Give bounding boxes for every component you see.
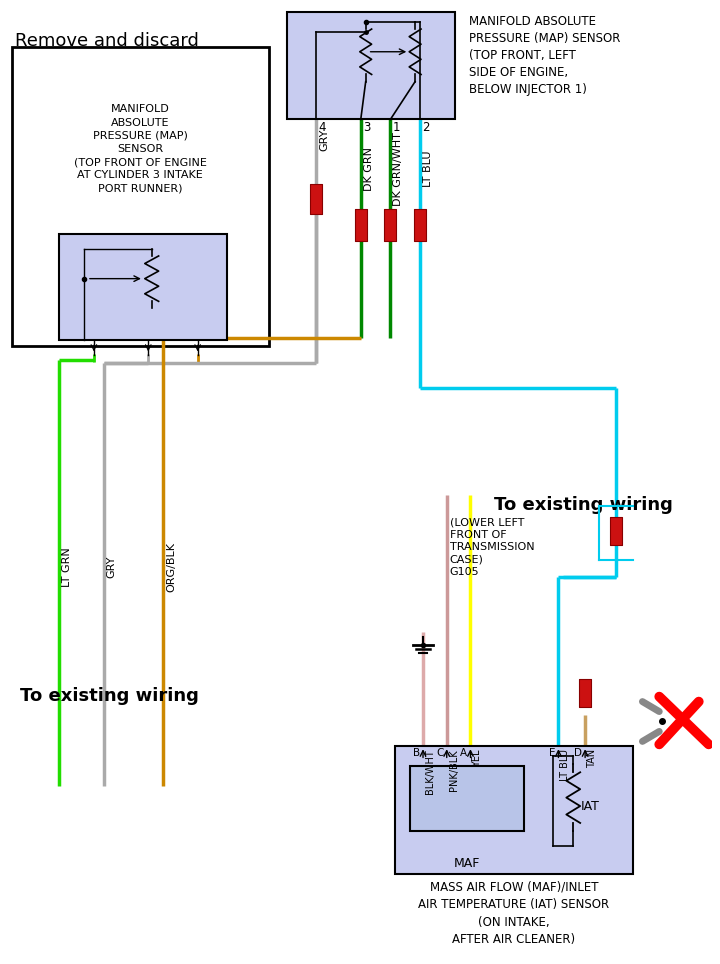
Bar [310,184,323,214]
Text: 4: 4 [318,121,325,134]
Bar [410,766,524,831]
Text: (LOWER LEFT
FRONT OF
TRANSMISSION
CASE)
G105: (LOWER LEFT FRONT OF TRANSMISSION CASE) … [450,518,534,577]
Bar [59,234,228,340]
Text: E: E [549,748,555,759]
Text: MAF: MAF [454,857,480,870]
Text: B: B [413,748,420,759]
Text: PNK/BLK: PNK/BLK [449,749,459,791]
Text: DK GRN: DK GRN [364,147,374,191]
Text: GRY: GRY [319,128,329,150]
Bar [579,679,591,707]
Text: C: C [436,748,444,759]
Text: 3: 3 [363,121,370,134]
Bar [355,209,366,241]
Text: LT BLU: LT BLU [423,151,433,187]
Text: IAT: IAT [581,799,600,813]
Text: GRY: GRY [107,556,117,578]
Text: BLK/WHT: BLK/WHT [425,749,435,794]
Bar [395,746,633,873]
Bar [414,209,426,241]
Text: To existing wiring: To existing wiring [19,686,199,705]
Text: TAN: TAN [587,749,597,768]
Bar [384,209,396,241]
Bar [287,12,454,120]
Text: MASS AIR FLOW (MAF)/INLET
AIR TEMPERATURE (IAT) SENSOR
(ON INTAKE,
AFTER AIR CLE: MASS AIR FLOW (MAF)/INLET AIR TEMPERATUR… [418,881,610,947]
Text: 2: 2 [422,121,430,134]
Text: YEL: YEL [472,749,482,766]
Text: MANIFOLD ABSOLUTE
PRESSURE (MAP) SENSOR
(TOP FRONT, LEFT
SIDE OF ENGINE,
BELOW I: MANIFOLD ABSOLUTE PRESSURE (MAP) SENSOR … [469,14,621,96]
Bar [12,47,269,346]
Text: 1: 1 [392,121,400,134]
Text: To existing wiring: To existing wiring [494,495,673,514]
Text: LT GRN: LT GRN [62,548,72,587]
Text: D: D [574,748,582,759]
Text: MANIFOLD
ABSOLUTE
PRESSURE (MAP)
SENSOR
(TOP FRONT OF ENGINE
AT CYLINDER 3 INTAK: MANIFOLD ABSOLUTE PRESSURE (MAP) SENSOR … [74,104,207,194]
Text: DK GRN/WHT: DK GRN/WHT [393,132,403,206]
Text: A: A [460,748,467,759]
Text: ORG/BLK: ORG/BLK [166,542,176,592]
Text: LT BLU: LT BLU [560,749,570,782]
Text: Remove and discard: Remove and discard [15,32,199,50]
Bar [610,518,621,546]
